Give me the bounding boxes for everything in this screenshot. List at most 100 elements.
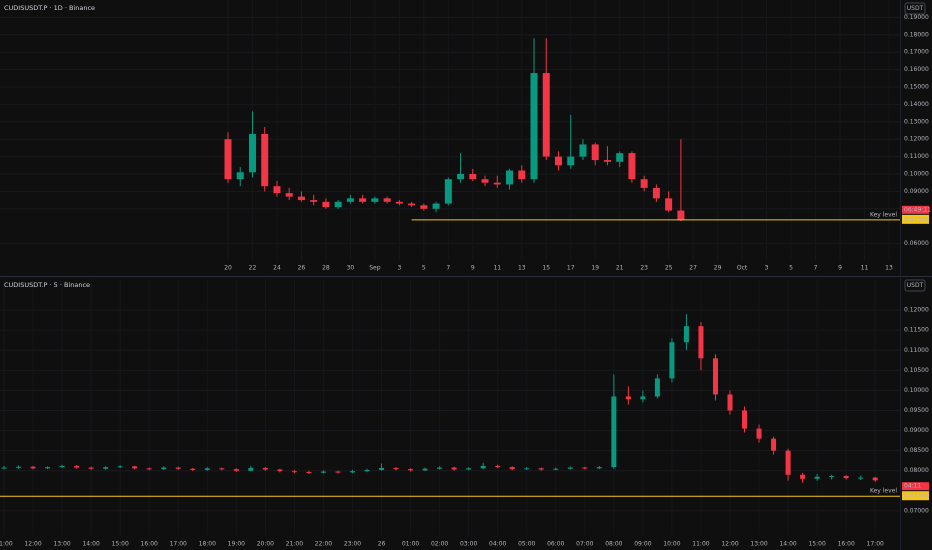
- x-tick-label: 08:00: [605, 541, 622, 548]
- countdown: 04:11: [904, 483, 921, 490]
- x-tick-label: 15: [542, 265, 550, 272]
- x-tick-label: 09:00: [634, 541, 651, 548]
- candle-body: [88, 467, 94, 469]
- x-tick-label: 22:00: [315, 541, 332, 548]
- x-tick-label: 25: [665, 265, 673, 272]
- candle-body: [579, 144, 587, 157]
- candle-body: [236, 172, 244, 180]
- x-tick-label: 13:00: [53, 541, 70, 548]
- x-tick-label: Sep: [369, 265, 381, 272]
- candle-body: [224, 139, 232, 180]
- candle-body: [379, 467, 385, 470]
- x-tick-label: 16:00: [141, 541, 158, 548]
- candle-body: [277, 469, 283, 472]
- x-tick-label: 04:00: [489, 541, 506, 548]
- x-tick-label: 7: [446, 265, 450, 272]
- candle-body: [603, 160, 611, 162]
- candle-body: [814, 476, 820, 479]
- candle-body: [395, 201, 403, 204]
- candle-body: [117, 466, 123, 468]
- last-price-label: 0.07366: [904, 493, 929, 500]
- currency[interactable]: USDT: [907, 282, 924, 289]
- candle-body: [518, 170, 526, 180]
- x-tick-label: 07:00: [576, 541, 593, 548]
- x-tick-label: 26: [298, 265, 306, 272]
- candle-body: [582, 467, 588, 469]
- y-tick-label: 0.12000: [904, 307, 929, 314]
- countdown: 06:49:11: [904, 206, 931, 213]
- x-tick-label: 03:00: [460, 541, 477, 548]
- candle-body: [132, 466, 138, 469]
- candle-body: [233, 469, 239, 471]
- candle-body: [408, 469, 414, 471]
- candle-body: [480, 465, 486, 469]
- y-tick-label: 0.19000: [904, 14, 929, 21]
- currency-box[interactable]: [904, 2, 926, 15]
- candle-body: [553, 468, 559, 470]
- x-tick-label: Oct: [737, 265, 748, 272]
- candle-body: [285, 193, 293, 197]
- candle-body: [335, 471, 341, 473]
- x-tick-label: 10:00: [663, 541, 680, 548]
- candle-body: [640, 179, 648, 188]
- currency[interactable]: USDT: [907, 5, 924, 12]
- x-tick-label: 01:00: [402, 541, 419, 548]
- x-tick-label: 13: [885, 265, 893, 272]
- x-tick-label: 11:00: [692, 541, 709, 548]
- currency-box[interactable]: [904, 279, 926, 292]
- x-tick-label: 13: [518, 265, 526, 272]
- countdown-badge: [902, 482, 929, 491]
- candle-body: [322, 201, 330, 208]
- candle-body: [542, 73, 550, 157]
- candle-body: [204, 468, 210, 470]
- x-tick-label: 23: [640, 265, 648, 272]
- x-tick-label: 12:00: [24, 541, 41, 548]
- y-tick-label: 0.06000: [904, 240, 929, 247]
- x-tick-label: 06:00: [547, 541, 564, 548]
- candle-body: [306, 471, 312, 473]
- candle-body: [785, 450, 791, 475]
- y-tick-label: 0.13000: [904, 118, 929, 125]
- candle-body: [683, 326, 689, 343]
- candle-body: [261, 133, 269, 187]
- x-tick-label: 05:00: [518, 541, 535, 548]
- last-price-badge: [902, 214, 929, 224]
- x-tick-label: 12:00: [721, 541, 738, 548]
- candle-body: [59, 465, 65, 468]
- candle-body: [756, 428, 762, 439]
- candle-body: [665, 198, 673, 211]
- candle-body: [1, 467, 7, 469]
- y-tick-label: 0.09000: [904, 427, 929, 434]
- candle-body: [408, 203, 416, 206]
- x-tick-label: 17:00: [170, 541, 187, 548]
- last-price-label: 0.07366: [904, 216, 929, 223]
- x-tick-label: 23:00: [344, 541, 361, 548]
- x-tick-label: 27: [689, 265, 697, 272]
- candle-body: [509, 467, 515, 470]
- y-tick-label: 0.07000: [904, 507, 929, 514]
- candle-body: [349, 471, 355, 473]
- candle-body: [30, 466, 36, 469]
- candle-body: [616, 153, 624, 162]
- y-tick-label: 0.09000: [904, 188, 929, 195]
- candle-body: [422, 468, 428, 471]
- candle-body: [310, 200, 318, 202]
- candle-body: [371, 198, 379, 202]
- x-tick-label: 20: [224, 265, 232, 272]
- candle-body: [829, 475, 835, 477]
- candle-body: [495, 465, 501, 468]
- x-tick-label: 3: [397, 265, 401, 272]
- candle-body: [596, 467, 602, 469]
- candle-body: [640, 396, 646, 400]
- candle-body: [481, 179, 489, 183]
- x-tick-label: 7: [814, 265, 818, 272]
- candle-body: [712, 358, 718, 395]
- x-tick-label: 11: [493, 265, 501, 272]
- candle-body: [262, 467, 268, 470]
- candle-body: [466, 468, 472, 470]
- x-tick-label: 16:00: [838, 541, 855, 548]
- candle-body: [554, 156, 562, 166]
- candle-body: [493, 182, 501, 185]
- x-tick-label: 11: [861, 265, 869, 272]
